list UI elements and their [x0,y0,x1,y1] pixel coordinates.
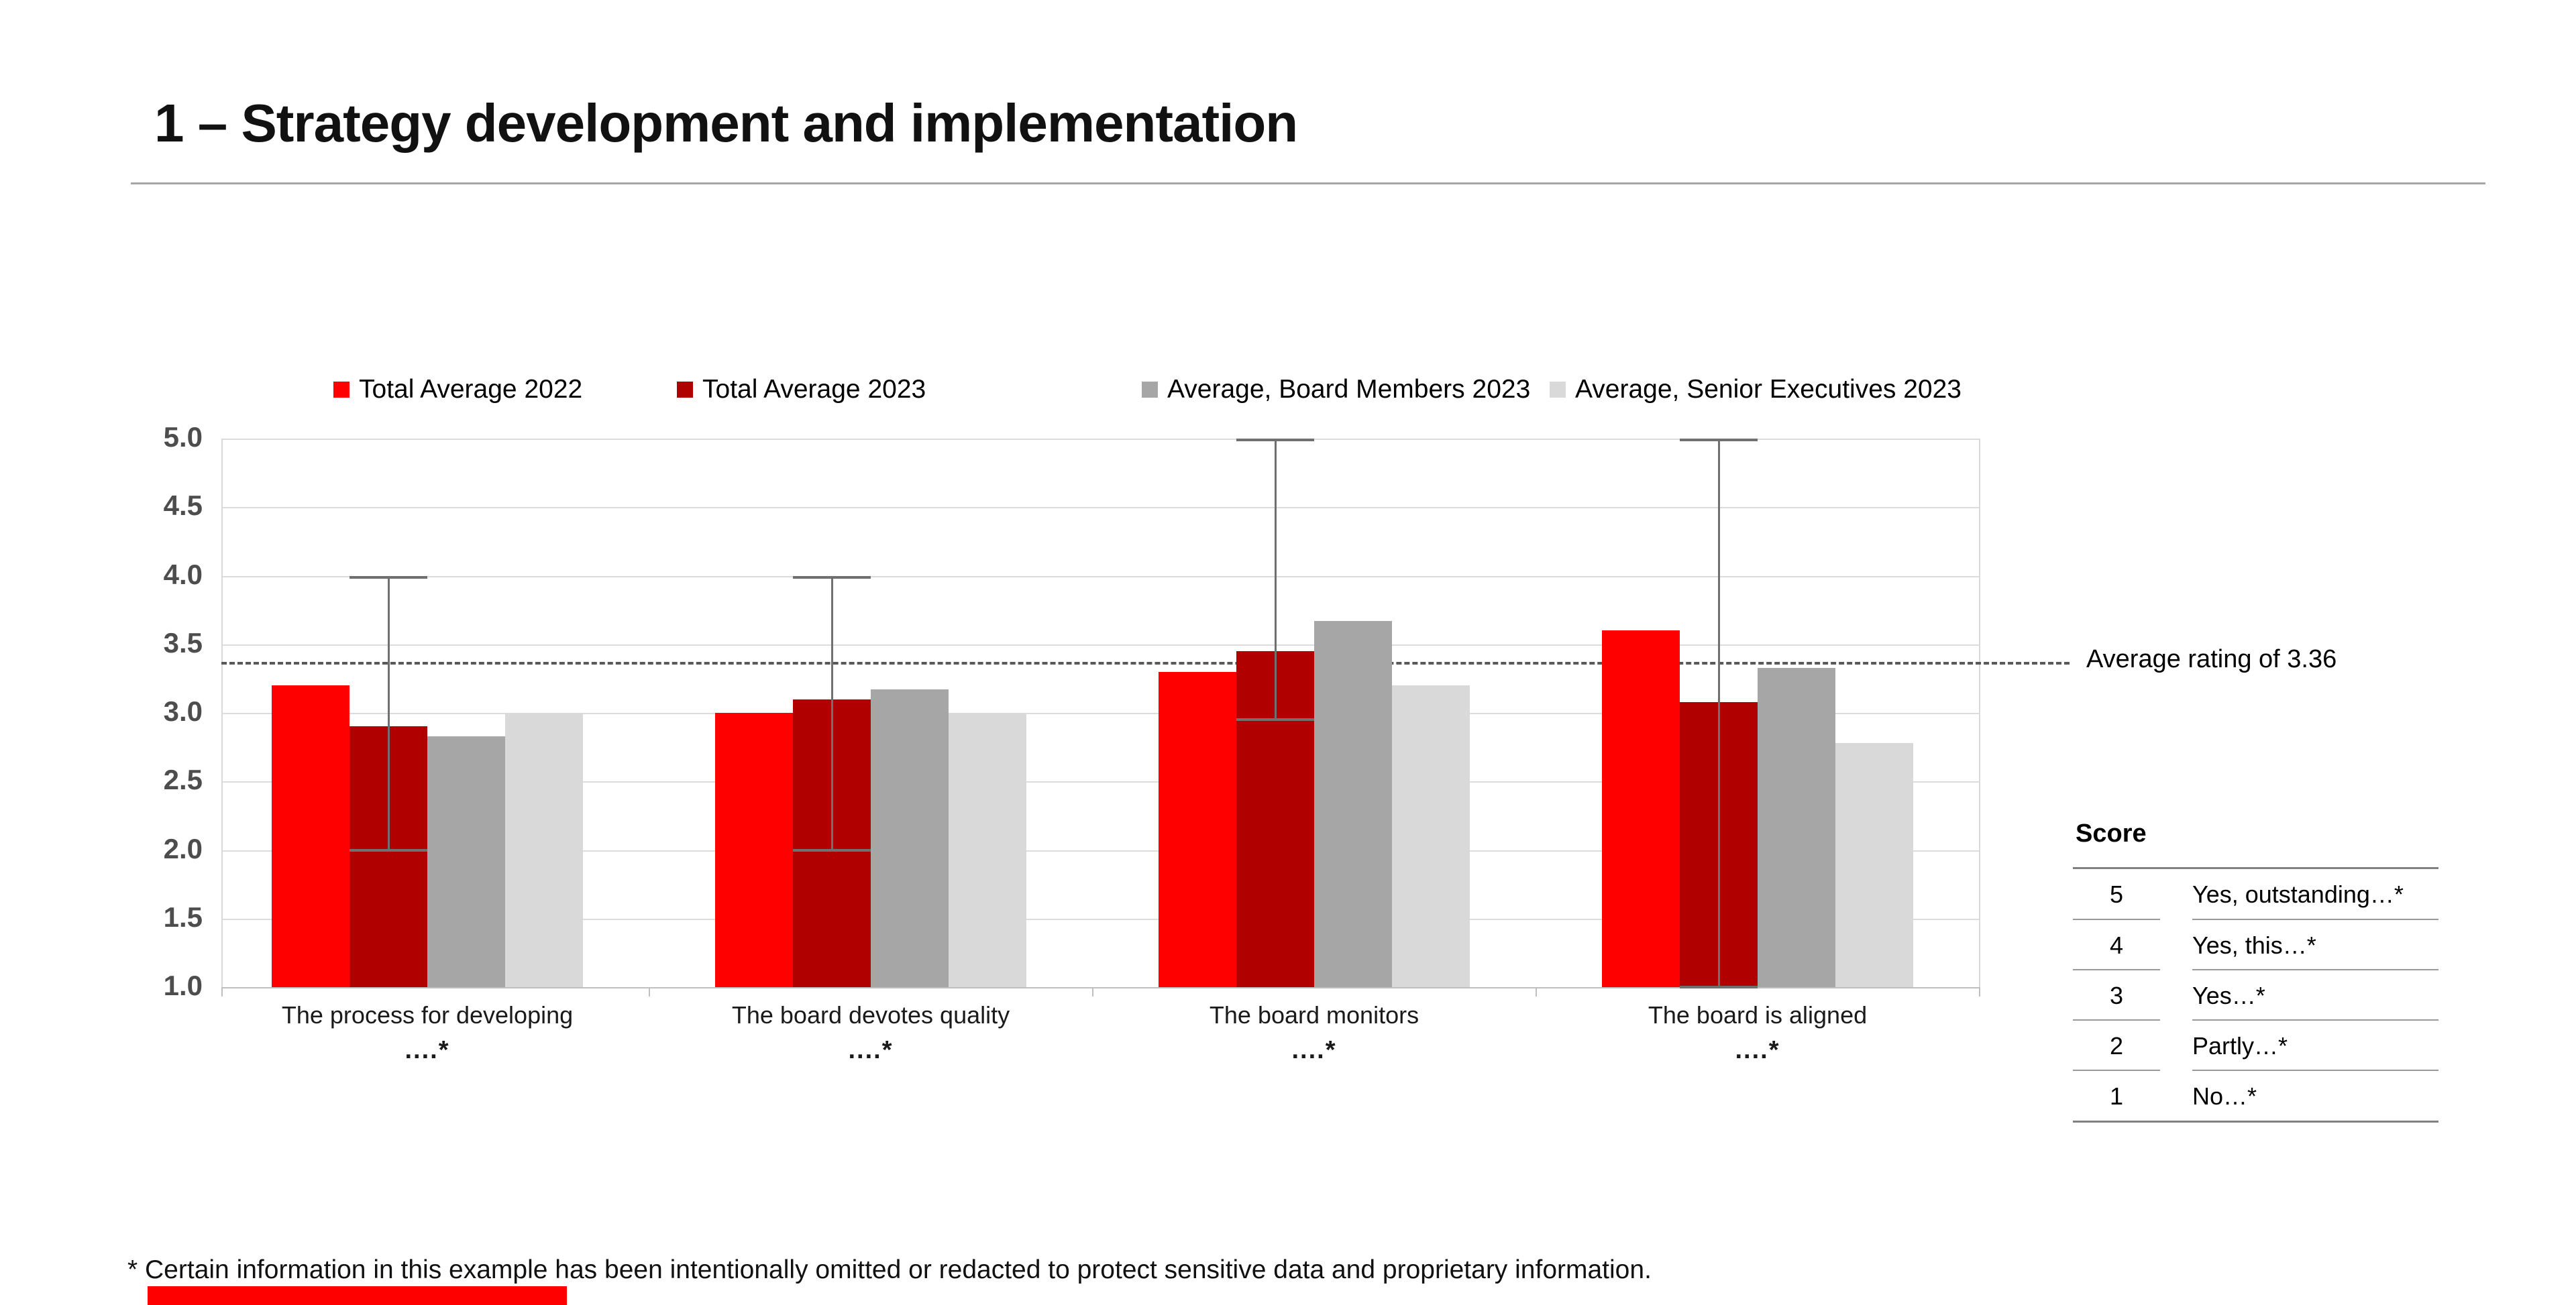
legend-label: Average, Board Members 2023 [1167,375,1531,404]
y-tick-label: 2.5 [163,764,203,795]
title-divider [131,182,2485,184]
x-axis-label-text: The board is aligned [1648,1001,1868,1029]
y-tick-label: 3.5 [163,627,203,659]
average-line-label: Average rating of 3.36 [2086,645,2337,673]
bar-average-board-members-2023 [871,689,949,987]
score-description: Partly…* [2192,1019,2438,1071]
score-description: Yes…* [2192,969,2438,1021]
score-description: Yes, this…* [2192,919,2438,970]
legend-item-senior-executives-2023: Average, Senior Executives 2023 [1550,374,1962,405]
x-axis-label-text: The process for developing [281,1001,574,1029]
legend-swatch-icon [1142,382,1158,398]
score-value: 2 [2073,1019,2160,1071]
x-axis-tick [649,987,650,997]
score-table-row: 4 Yes, this…* [2073,919,2438,970]
score-table-row: 5 Yes, outstanding…* [2073,869,2438,919]
legend-item-board-members-2023: Average, Board Members 2023 [1142,374,1530,405]
bar-average-senior-executives-2023 [949,713,1026,987]
bar-total-average-2022 [272,685,350,987]
score-value: 3 [2073,969,2160,1021]
x-axis-label-3: The board monitors ....* [1113,1001,1515,1070]
error-bar-cap-bottom [793,849,871,852]
x-axis-label-2: The board devotes quality ....* [669,1001,1072,1070]
score-legend-table: Score 5 Yes, outstanding…* 4 Yes, this…*… [2073,819,2438,1123]
score-description: No…* [2192,1070,2438,1121]
x-axis-tick [1092,987,1093,997]
x-axis-label-redacted: ....* [1735,1036,1780,1064]
gridline [221,576,1979,577]
x-axis-tick [1536,987,1537,997]
gridline [221,507,1979,508]
x-axis-label-redacted: ....* [405,1036,450,1064]
x-axis-tick [221,987,223,997]
bar-average-senior-executives-2023 [1835,743,1913,987]
score-value: 5 [2109,880,2124,908]
legend-label: Total Average 2023 [702,375,926,404]
bar-average-board-members-2023 [1314,621,1392,987]
x-axis-label-1: The process for developing ....* [226,1001,629,1070]
error-bar-cap-top [1680,439,1758,441]
score-table-header: Score [2076,819,2147,848]
x-axis-line [221,987,1979,988]
legend-swatch-icon [1550,382,1566,398]
error-bar-cap-top [350,576,427,579]
footnote: * Certain information in this example ha… [127,1255,1652,1284]
gridline [221,713,1979,714]
error-bar-cap-top [793,576,871,579]
plot-border-right [1979,439,1980,987]
plot-border-left [221,439,223,987]
legend-label: Average, Senior Executives 2023 [1575,375,1962,404]
page-title: 1 – Strategy development and implementat… [154,93,1298,153]
gridline [221,781,1979,783]
bar-average-senior-executives-2023 [1392,685,1470,987]
score-description: Yes, outstanding…* [2192,880,2404,908]
score-table-row: 2 Partly…* [2073,1019,2438,1071]
x-axis-tick [1979,987,1980,997]
x-axis-label-text: The board monitors [1209,1001,1419,1029]
x-axis-label-redacted: ....* [848,1036,894,1064]
score-table-row: 1 No…* [2073,1070,2438,1121]
legend-swatch-icon [677,382,693,398]
y-tick-label: 5.0 [163,421,203,453]
legend-swatch-icon [333,382,350,398]
score-table-row: 3 Yes…* [2073,969,2438,1021]
average-dashed-line [221,662,2070,665]
gridline [221,644,1979,646]
y-tick-label: 4.5 [163,490,203,521]
error-bar-line [1275,439,1277,720]
y-tick-label: 4.0 [163,559,203,590]
score-value: 1 [2073,1070,2160,1121]
score-value: 4 [2073,919,2160,970]
legend-item-total-average-2022: Total Average 2022 [333,374,582,405]
error-bar-cap-bottom [350,849,427,852]
gridline [221,439,1979,440]
y-tick-label: 1.0 [163,970,203,1001]
bar-total-average-2022 [1602,630,1680,987]
bar-average-board-members-2023 [1758,668,1835,987]
legend-label: Total Average 2022 [359,375,583,404]
error-bar-line [388,576,390,850]
score-table-body: 5 Yes, outstanding…* 4 Yes, this…* 3 Yes… [2073,867,2438,1123]
error-bar-cap-bottom [1680,986,1758,988]
y-tick-label: 1.5 [163,901,203,933]
gridline [221,850,1979,852]
bar-average-senior-executives-2023 [505,713,583,987]
bar-average-board-members-2023 [427,736,505,987]
y-tick-label: 3.0 [163,695,203,727]
legend-item-total-average-2023: Total Average 2023 [677,374,926,405]
gridline [221,919,1979,920]
error-bar-cap-top [1236,439,1314,441]
error-bar-line [831,576,833,850]
x-axis-label-4: The board is aligned ....* [1556,1001,1959,1070]
x-axis-label-text: The board devotes quality [731,1001,1010,1029]
bar-total-average-2022 [715,713,793,987]
error-bar-cap-bottom [1236,718,1314,721]
bar-total-average-2022 [1159,672,1236,987]
accent-bar [148,1286,567,1305]
x-axis-label-redacted: ....* [1291,1036,1337,1064]
y-tick-label: 2.0 [163,833,203,864]
error-bar-line [1718,439,1720,987]
